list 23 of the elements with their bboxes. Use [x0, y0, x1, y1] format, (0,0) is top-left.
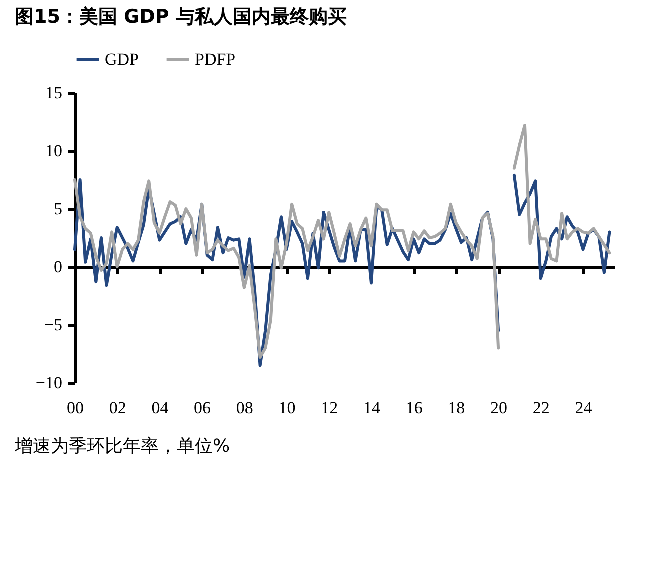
x-tick-label: 24	[575, 398, 593, 418]
y-tick-label: 15	[46, 84, 62, 102]
x-tick-label: 10	[278, 398, 296, 418]
legend-label: GDP	[105, 50, 140, 69]
y-tick-label: 5	[54, 200, 62, 218]
x-tick-label: 04	[152, 398, 170, 418]
x-tick-label: 08	[236, 398, 254, 418]
x-tick-label: 18	[448, 398, 466, 418]
y-tick-label: 10	[46, 142, 62, 160]
x-tick-label: 14	[363, 398, 381, 418]
x-tick-label: 22	[532, 398, 550, 418]
y-tick-label: −10	[36, 374, 62, 392]
legend-label: PDFP	[195, 50, 236, 69]
chart-title: 图15：美国 GDP 与私人国内最终购买	[15, 6, 347, 28]
x-tick-label: 20	[490, 398, 508, 418]
text: 增速为季环比年率，单位%	[14, 436, 230, 457]
x-tick-label: 12	[321, 398, 338, 418]
y-tick-label: −5	[44, 316, 62, 334]
x-tick-label: 00	[67, 398, 84, 418]
x-tick-label: 02	[109, 398, 126, 418]
x-tick-label: 06	[194, 398, 212, 418]
y-tick-label: 0	[54, 258, 62, 276]
x-tick-label: 16	[406, 398, 423, 418]
